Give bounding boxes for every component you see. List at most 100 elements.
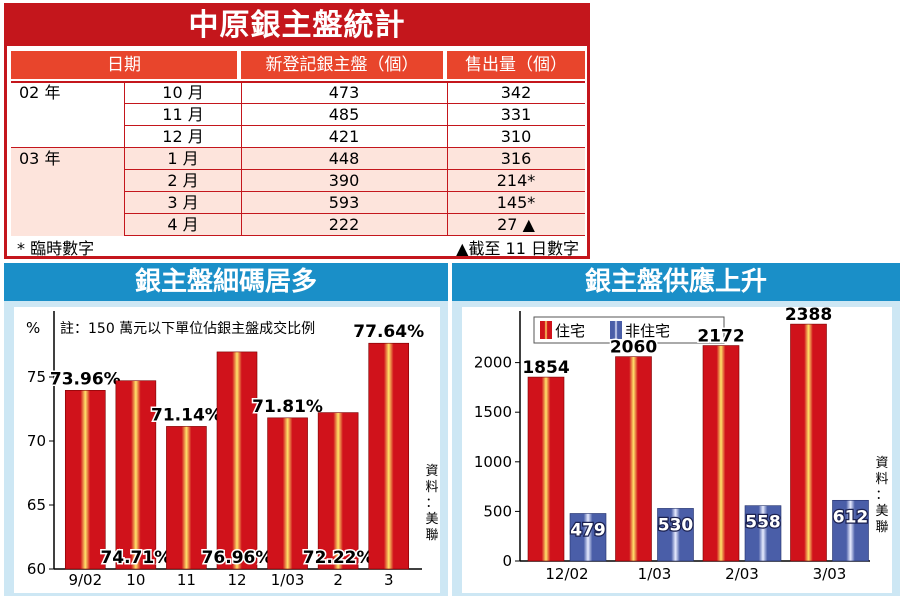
data-label-residential: 1854 [522, 358, 569, 378]
source-label: 聯 [425, 528, 438, 543]
bar [64, 390, 106, 570]
header-sold: 售出量（個） [447, 51, 585, 79]
data-label: 77.64% [353, 322, 424, 342]
chart-panel-supply: 銀主盤供應上升 0 500 1000 1500 2000 住宅 非住宅 1854 479 12/0… [452, 263, 900, 596]
bar [368, 342, 410, 570]
x-tick-label: 11 [177, 571, 196, 589]
data-label: 72.22% [303, 548, 374, 568]
source-label: ： [875, 488, 888, 503]
bar-nonresidential [569, 513, 607, 562]
cell-registered: 222 [328, 215, 360, 234]
data-label-nonresidential: 530 [658, 515, 694, 535]
chart-note: 註：150 萬元以下單位佔銀主盤成交比例 [60, 320, 315, 337]
y-axis-label: % [26, 319, 40, 337]
bar-chart-small-units: % 註：150 萬元以下單位佔銀主盤成交比例 60 65 70 75 9/02 73.96% 1… [26, 311, 439, 589]
x-tick-label: 2/03 [725, 565, 759, 583]
cell-month: 10 月 [162, 83, 204, 102]
row-divider [11, 235, 585, 236]
x-tick-label: 9/02 [68, 571, 102, 589]
cell-month: 3 月 [167, 193, 199, 212]
data-label-residential: 2060 [610, 338, 657, 358]
legend-box [533, 316, 725, 344]
row-divider [125, 169, 585, 170]
row-shade [125, 192, 585, 214]
bar-nonresidential [832, 499, 869, 562]
cell-month: 1 月 [167, 149, 199, 168]
row-divider [125, 213, 585, 214]
cell-sold: 342 [500, 83, 532, 102]
column-divider [241, 82, 242, 236]
row-shade [125, 148, 585, 170]
footnote-cutoff: ▲截至 11 日數字 [456, 239, 579, 258]
bar-chart-supply: 0 500 1000 1500 2000 住宅 非住宅 1854 479 12/02 2060 530… [474, 304, 889, 583]
data-label: 74.71% [100, 548, 171, 568]
column-divider [124, 82, 125, 236]
bar [166, 426, 207, 570]
source-label: 資 [875, 456, 888, 471]
legend-label-nonresidential: 非住宅 [625, 322, 670, 340]
y-tick-label: 60 [27, 560, 46, 578]
column-divider [447, 82, 448, 236]
y-tick-label: 1500 [474, 403, 512, 421]
x-tick-label: 2 [333, 571, 343, 589]
table-title: 中原銀主盤統計 [7, 6, 587, 46]
cell-month: 2 月 [167, 171, 199, 190]
y-tick-label: 75 [27, 368, 46, 386]
x-tick-label: 12/02 [545, 565, 588, 583]
source-label: 美 [425, 512, 438, 527]
row-divider [125, 191, 585, 192]
cell-registered: 473 [328, 83, 360, 102]
header-date: 日期 [11, 51, 237, 79]
bar [267, 417, 308, 570]
row-shade [125, 214, 585, 236]
data-label-residential: 2388 [785, 307, 832, 325]
y-tick-label: 1000 [474, 453, 512, 471]
data-label: 73.96% [50, 369, 121, 389]
cell-sold: 27 ▲ [497, 215, 535, 234]
chart-title-small-units: 銀主盤細碼居多 [4, 263, 448, 301]
y-tick-label: 500 [483, 502, 512, 520]
statistics-table: 中原銀主盤統計 日期 新登記銀主盤（個） 售出量（個） 10 月 473 342 11… [4, 3, 590, 259]
row-divider [11, 147, 585, 148]
x-tick-label: 1/03 [638, 565, 672, 583]
bar-residential [702, 345, 740, 562]
data-label: 71.14% [151, 405, 222, 425]
data-label-residential: 2172 [697, 327, 744, 347]
cell-registered: 390 [328, 171, 360, 190]
cell-sold: 145* [496, 193, 536, 212]
chart-panel-small-units: 銀主盤細碼居多 % 註：150 萬元以下單位佔銀主盤成交比例 60 65 70 75 9/0… [4, 263, 448, 596]
cell-sold: 331 [500, 105, 532, 124]
cell-month: 11 月 [162, 105, 204, 124]
source-label: 料 [425, 480, 438, 495]
legend-label-residential: 住宅 [555, 322, 585, 340]
x-tick-label: 12 [227, 571, 246, 589]
source-label: 聯 [875, 520, 888, 535]
header-registered: 新登記銀主盤（個） [241, 51, 443, 79]
x-tick-label: 10 [126, 571, 145, 589]
data-label-nonresidential: 558 [745, 513, 781, 533]
cell-registered: 448 [328, 149, 360, 168]
cell-sold: 310 [500, 127, 532, 146]
source-label: 美 [875, 504, 888, 519]
y-tick-label: 70 [27, 432, 46, 450]
cell-sold: 316 [500, 149, 532, 168]
cell-year: 03 年 [19, 149, 61, 168]
legend-swatch-residential [540, 321, 552, 339]
legend-swatch-nonresidential [610, 321, 622, 339]
cell-year: 02 年 [19, 83, 61, 102]
data-label: 71.81% [252, 397, 323, 417]
bar-residential [527, 376, 565, 562]
y-tick-label: 65 [27, 496, 46, 514]
cell-month: 12 月 [162, 127, 204, 146]
x-tick-label: 1/03 [271, 571, 305, 589]
bar [216, 351, 258, 570]
data-label-nonresidential: 612 [833, 507, 869, 527]
bar-nonresidential [657, 508, 694, 562]
data-label-nonresidential: 479 [570, 520, 606, 540]
bar [115, 380, 157, 570]
cell-month: 4 月 [167, 215, 199, 234]
row-shade [125, 170, 585, 192]
x-tick-label: 3 [384, 571, 394, 589]
source-label: ： [425, 496, 438, 511]
